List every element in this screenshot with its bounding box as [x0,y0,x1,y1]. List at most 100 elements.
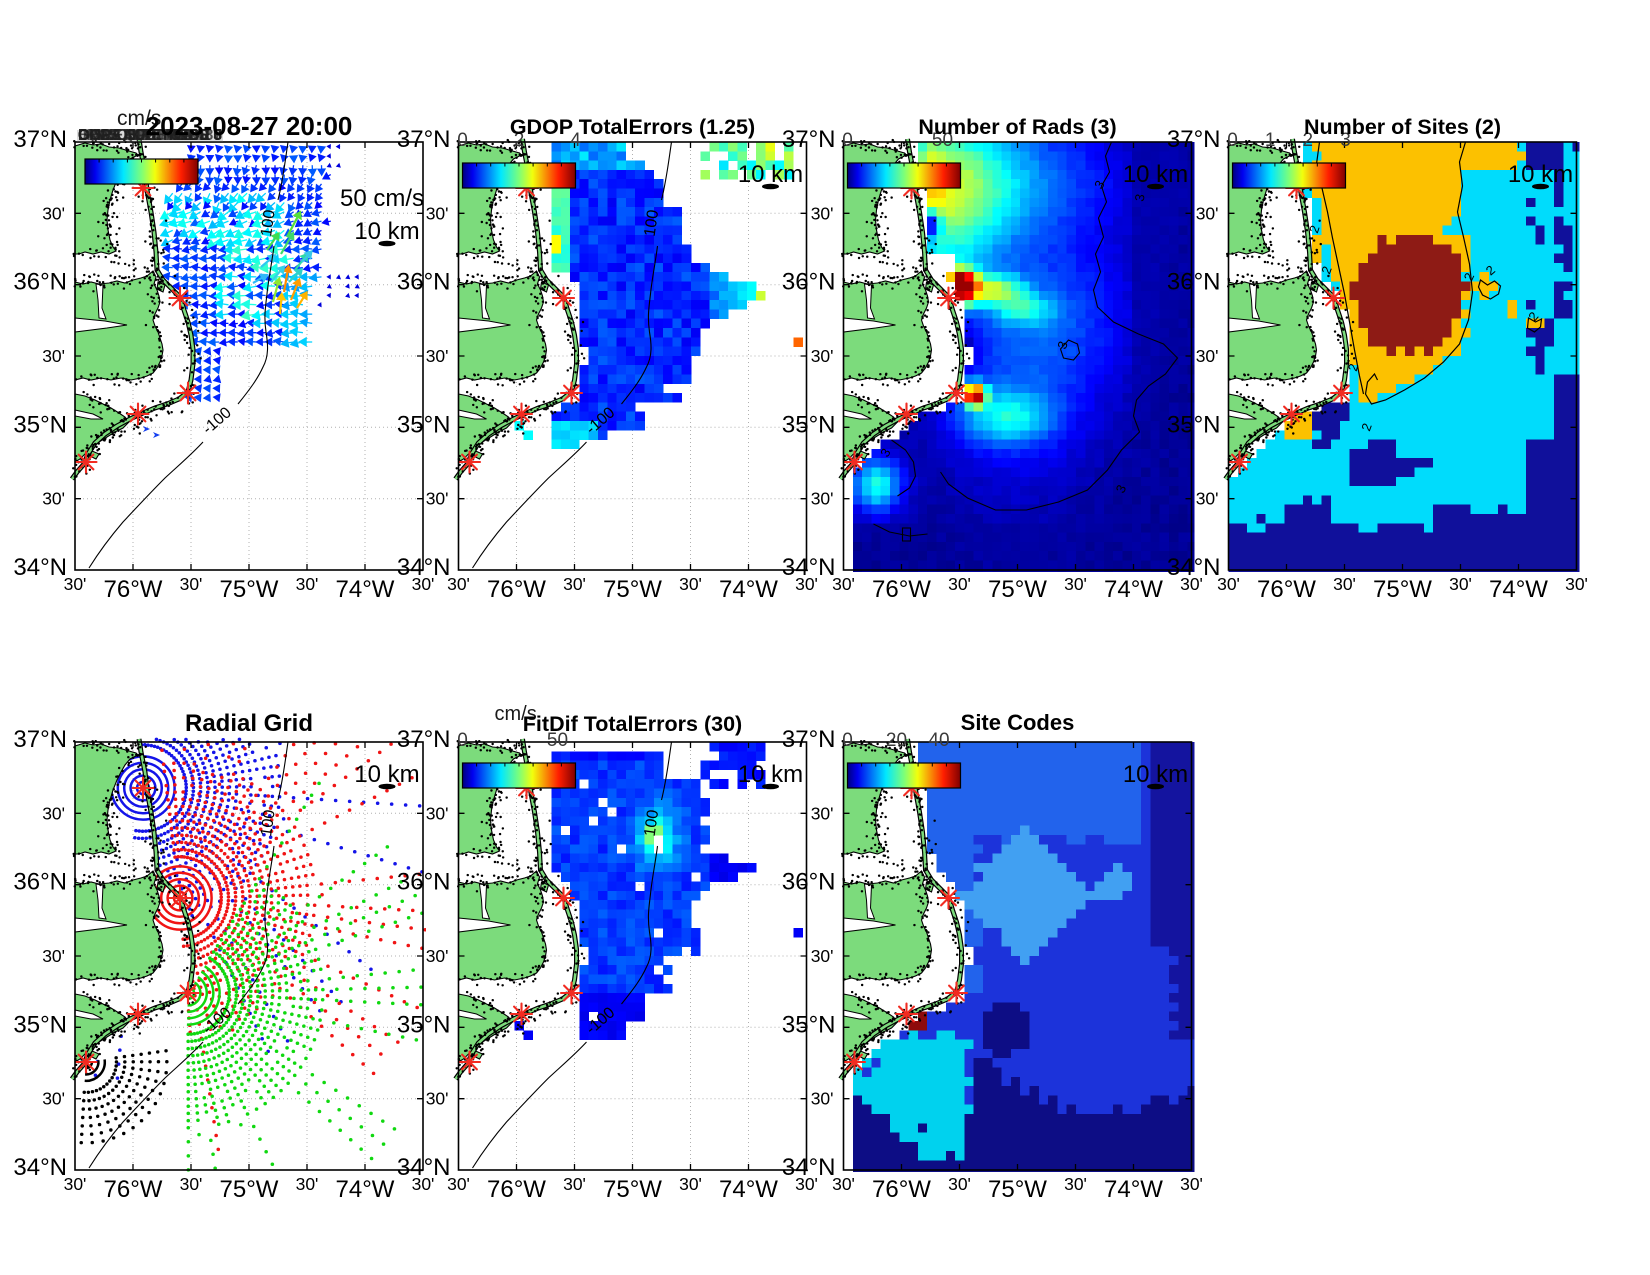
svg-text:76°W: 76°W [872,1176,931,1203]
svg-text:30': 30' [811,489,834,509]
svg-text:10 km: 10 km [1123,761,1188,788]
svg-text:76°W: 76°W [487,576,546,603]
svg-text:20: 20 [886,730,907,751]
svg-text:30': 30' [811,803,834,823]
svg-text:10 km: 10 km [354,218,419,245]
svg-text:30': 30' [1196,489,1219,509]
svg-text:0: 0 [842,730,853,751]
svg-text:37°N: 37°N [13,726,67,753]
svg-text:34°N: 34°N [782,554,836,581]
svg-text:30': 30' [1333,574,1356,594]
svg-text:36°N: 36°N [782,269,836,296]
svg-text:30': 30' [811,1089,834,1109]
svg-text:2: 2 [514,130,525,151]
svg-text:30': 30' [679,1174,702,1194]
svg-text:30': 30' [832,1174,855,1194]
svg-text:2: 2 [1358,421,1375,433]
svg-text:2023-08-27 20:00: 2023-08-27 20:00 [146,111,353,141]
svg-text:0: 0 [457,130,468,151]
svg-text:36°N: 36°N [397,269,451,296]
svg-text:OCRA NCPT WAVE 3: OCRA NCPT WAVE 3 [78,127,222,144]
svg-text:50: 50 [932,130,953,151]
svg-text:cm/s: cm/s [495,703,537,725]
svg-text:30': 30' [447,1174,470,1194]
svg-text:74°W: 74°W [1104,576,1163,603]
svg-text:34°N: 34°N [13,1154,67,1181]
svg-text:30': 30' [296,574,319,594]
svg-text:2: 2 [1318,264,1335,276]
svg-text:cm/s: cm/s [117,107,161,130]
svg-text:75°W: 75°W [220,1176,279,1203]
svg-text:100: 100 [258,809,279,838]
svg-text:GH25 XLR8 MNBV 6: GH25 XLR8 MNBV 6 [78,127,222,144]
svg-text:34°N: 34°N [1167,554,1221,581]
svg-text:34°N: 34°N [397,554,451,581]
svg-text:4: 4 [570,130,581,151]
svg-text:50 cm/s: 50 cm/s [340,185,424,212]
svg-text:3: 3 [1054,339,1071,351]
svg-text:36°N: 36°N [397,869,451,896]
svg-text:76°W: 76°W [487,1176,546,1203]
svg-text:0RW3 QPZJ KELS 7: 0RW3 QPZJ KELS 7 [78,127,222,144]
svg-text:0: 0 [1227,130,1238,151]
svg-text:37°N: 37°N [782,726,836,753]
svg-text:30': 30' [832,574,855,594]
svg-text:Number of Rads (3): Number of Rads (3) [918,115,1116,139]
svg-text:30': 30' [1196,203,1219,223]
svg-text:50: 50 [547,730,568,751]
svg-text:Radial Grid: Radial Grid [185,710,313,737]
svg-text:CORE HATY LISL 5: CORE HATY LISL 5 [78,127,222,144]
svg-text:75°W: 75°W [988,576,1047,603]
svg-text:37°N: 37°N [782,126,836,153]
svg-text:37°N: 37°N [1167,126,1221,153]
svg-text:100: 100 [642,809,663,838]
svg-text:Number of Sites (2): Number of Sites (2) [1304,115,1501,139]
svg-text:30': 30' [447,574,470,594]
svg-text:40: 40 [928,730,949,751]
svg-text:30': 30' [426,1089,449,1109]
svg-text:74°W: 74°W [336,576,395,603]
svg-text:30': 30' [180,1174,203,1194]
svg-text:30': 30' [1196,346,1219,366]
svg-text:30': 30' [563,1174,586,1194]
svg-text:30': 30' [42,203,65,223]
svg-text:30': 30' [948,1174,971,1194]
svg-text:35°N: 35°N [782,1011,836,1038]
svg-text:35°N: 35°N [782,411,836,438]
svg-text:37°N: 37°N [13,126,67,153]
svg-text:30': 30' [42,489,65,509]
svg-text:30': 30' [42,346,65,366]
svg-text:34°N: 34°N [782,1154,836,1181]
svg-text:76°W: 76°W [104,1176,163,1203]
svg-text:100: 100 [258,209,279,238]
svg-text:74°W: 74°W [336,1176,395,1203]
svg-text:30': 30' [563,574,586,594]
svg-text:76°W: 76°W [104,576,163,603]
svg-text:30': 30' [412,1174,435,1194]
svg-text:100: 100 [642,209,663,238]
svg-text:30': 30' [795,574,818,594]
svg-text:76°W: 76°W [1257,576,1316,603]
svg-text:30': 30' [426,489,449,509]
svg-text:35°N: 35°N [13,411,67,438]
svg-text:2: 2 [1303,130,1314,151]
svg-text:GDOP TotalErrors (1.25): GDOP TotalErrors (1.25) [510,115,755,139]
svg-text:10 km: 10 km [1508,161,1573,188]
svg-text:30': 30' [296,1174,319,1194]
svg-text:37°N: 37°N [397,726,451,753]
svg-text:2: 2 [1306,223,1323,235]
svg-text:34°N: 34°N [397,1154,451,1181]
svg-text:36°N: 36°N [13,869,67,896]
svg-text:30': 30' [426,803,449,823]
svg-text:0: 0 [457,730,468,751]
svg-text:30': 30' [1064,574,1087,594]
svg-text:34°N: 34°N [13,554,67,581]
svg-text:74°W: 74°W [1489,576,1548,603]
svg-text:30': 30' [1180,1174,1203,1194]
svg-text:30': 30' [1449,574,1472,594]
svg-text:30': 30' [1565,574,1588,594]
svg-text:Site Codes: Site Codes [961,710,1075,735]
svg-text:74°W: 74°W [719,576,778,603]
svg-text:30': 30' [1217,574,1240,594]
svg-text:36°N: 36°N [782,869,836,896]
